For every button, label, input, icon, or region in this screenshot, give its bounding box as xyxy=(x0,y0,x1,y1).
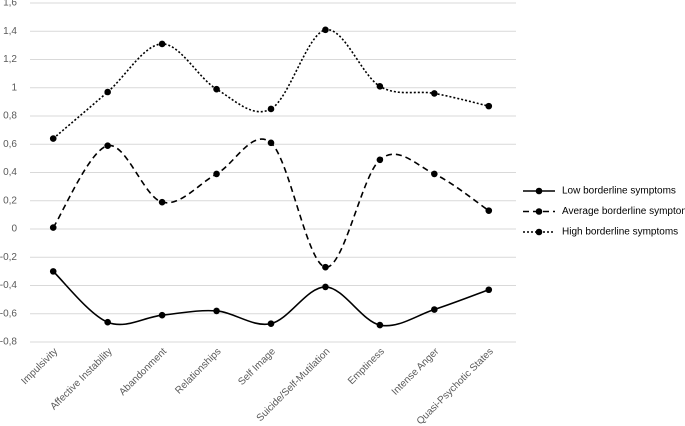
data-point xyxy=(213,307,220,315)
data-point xyxy=(49,268,57,275)
x-tick-label: Emptiness xyxy=(346,346,387,387)
data-point xyxy=(158,40,166,48)
x-tick-label: Abandonment xyxy=(117,346,169,398)
y-tick-label: 0 xyxy=(11,224,17,235)
data-point xyxy=(376,321,384,329)
data-point xyxy=(322,26,329,34)
y-tick-label: 1 xyxy=(11,82,17,93)
data-point xyxy=(267,105,275,113)
legend-label: High borderline symptoms xyxy=(562,227,678,238)
data-point xyxy=(158,198,166,206)
data-point xyxy=(267,139,275,147)
legend: Low borderline symptoms Average borderlin… xyxy=(523,186,685,238)
data-point xyxy=(213,85,220,93)
data-point xyxy=(485,207,493,214)
x-tick-label: Intense Anger xyxy=(390,346,442,398)
data-point xyxy=(485,102,493,110)
data-point xyxy=(376,83,384,90)
data-point xyxy=(431,90,438,97)
data-point xyxy=(431,170,438,178)
legend-label: Low borderline symptoms xyxy=(562,186,676,197)
y-tick-label: 0,2 xyxy=(3,195,17,206)
y-tick-label: -0,8 xyxy=(0,337,17,348)
data-point xyxy=(322,263,329,271)
data-point xyxy=(49,135,57,142)
data-point xyxy=(49,224,57,231)
data-point xyxy=(431,306,438,313)
data-point xyxy=(213,170,220,178)
y-tick-label: 0,6 xyxy=(3,139,17,150)
series-line xyxy=(52,29,489,140)
data-point xyxy=(104,142,111,149)
y-tick-label: 0,4 xyxy=(3,167,17,178)
y-tick-label: 1,4 xyxy=(3,26,17,37)
y-tick-label: -0,6 xyxy=(0,308,17,319)
x-tick-label: Impulsivity xyxy=(19,346,60,387)
data-point xyxy=(267,320,275,327)
data-point xyxy=(158,311,166,319)
legend-label: Average borderline symptoms xyxy=(562,206,685,217)
y-tick-label: -0,4 xyxy=(0,280,17,291)
data-point xyxy=(322,283,329,291)
data-point xyxy=(376,156,384,164)
x-tick-label: Relationships xyxy=(173,346,223,396)
legend-marker xyxy=(535,228,543,236)
data-point xyxy=(104,88,111,96)
data-point xyxy=(104,318,111,326)
series-line xyxy=(52,270,490,327)
data-point xyxy=(485,286,493,294)
legend-marker xyxy=(535,208,543,215)
y-tick-label: 0,8 xyxy=(3,111,17,122)
y-tick-label: 1,6 xyxy=(3,0,17,9)
x-tick-label: Self Image xyxy=(236,346,278,388)
y-tick-label: -0,2 xyxy=(0,252,17,263)
x-tick-label: Affective Instability xyxy=(48,346,114,412)
series-line xyxy=(52,138,490,268)
y-tick-label: 1,2 xyxy=(3,54,17,65)
legend-marker xyxy=(535,187,543,195)
